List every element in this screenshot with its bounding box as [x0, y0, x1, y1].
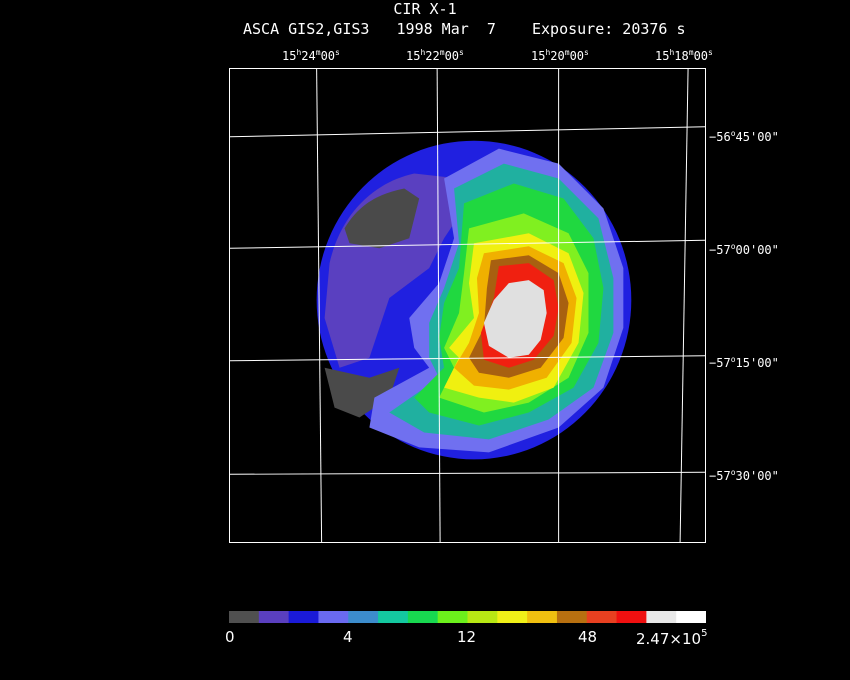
colorbar-label: 4 — [343, 628, 353, 646]
colorbar-swatch — [348, 611, 379, 623]
colorbar-max-label: 2.47×105 — [636, 628, 708, 648]
colorbar-swatch — [646, 611, 677, 623]
colorbar-swatch — [407, 611, 439, 623]
ra-tick-label: 15h18m00s — [655, 48, 713, 63]
color-scale-bar — [229, 611, 706, 623]
colorbar-swatch — [318, 611, 349, 623]
dec-tick-label: −57o30'00" — [709, 468, 779, 483]
dec-tick-label: −56o45'00" — [709, 129, 779, 144]
exposure-disk — [316, 140, 632, 460]
colorbar-swatch — [527, 611, 558, 623]
ra-tick-label: 15h24m00s — [282, 48, 340, 63]
colorbar-swatch — [229, 611, 260, 623]
colorbar-swatch — [616, 611, 647, 623]
colorbar-label: 12 — [457, 628, 477, 646]
colorbar-swatch — [378, 611, 409, 623]
colorbar-swatch — [556, 611, 588, 623]
colorbar-label: 48 — [578, 628, 598, 646]
colorbar-swatch — [586, 611, 618, 623]
colorbar-swatch — [288, 611, 319, 623]
colorbar-swatch — [258, 611, 290, 623]
dec-tick-label: −57o15'00" — [709, 355, 779, 370]
colorbar-swatch — [437, 611, 468, 623]
colorbar-swatch — [497, 611, 528, 623]
colorbar-swatch — [676, 611, 706, 623]
colorbar-swatch — [467, 611, 498, 623]
xray-image-plot — [229, 68, 706, 543]
ra-tick-label: 15h20m00s — [531, 48, 589, 63]
image-title: CIR X-1 — [393, 0, 457, 18]
dec-tick-label: −57o00'00" — [709, 242, 779, 257]
ra-tick-label: 15h22m00s — [406, 48, 464, 63]
colorbar-label: 0 — [225, 628, 235, 646]
image-subtitle: ASCA GIS2,GIS3 1998 Mar 7 Exposure: 2037… — [243, 20, 686, 38]
